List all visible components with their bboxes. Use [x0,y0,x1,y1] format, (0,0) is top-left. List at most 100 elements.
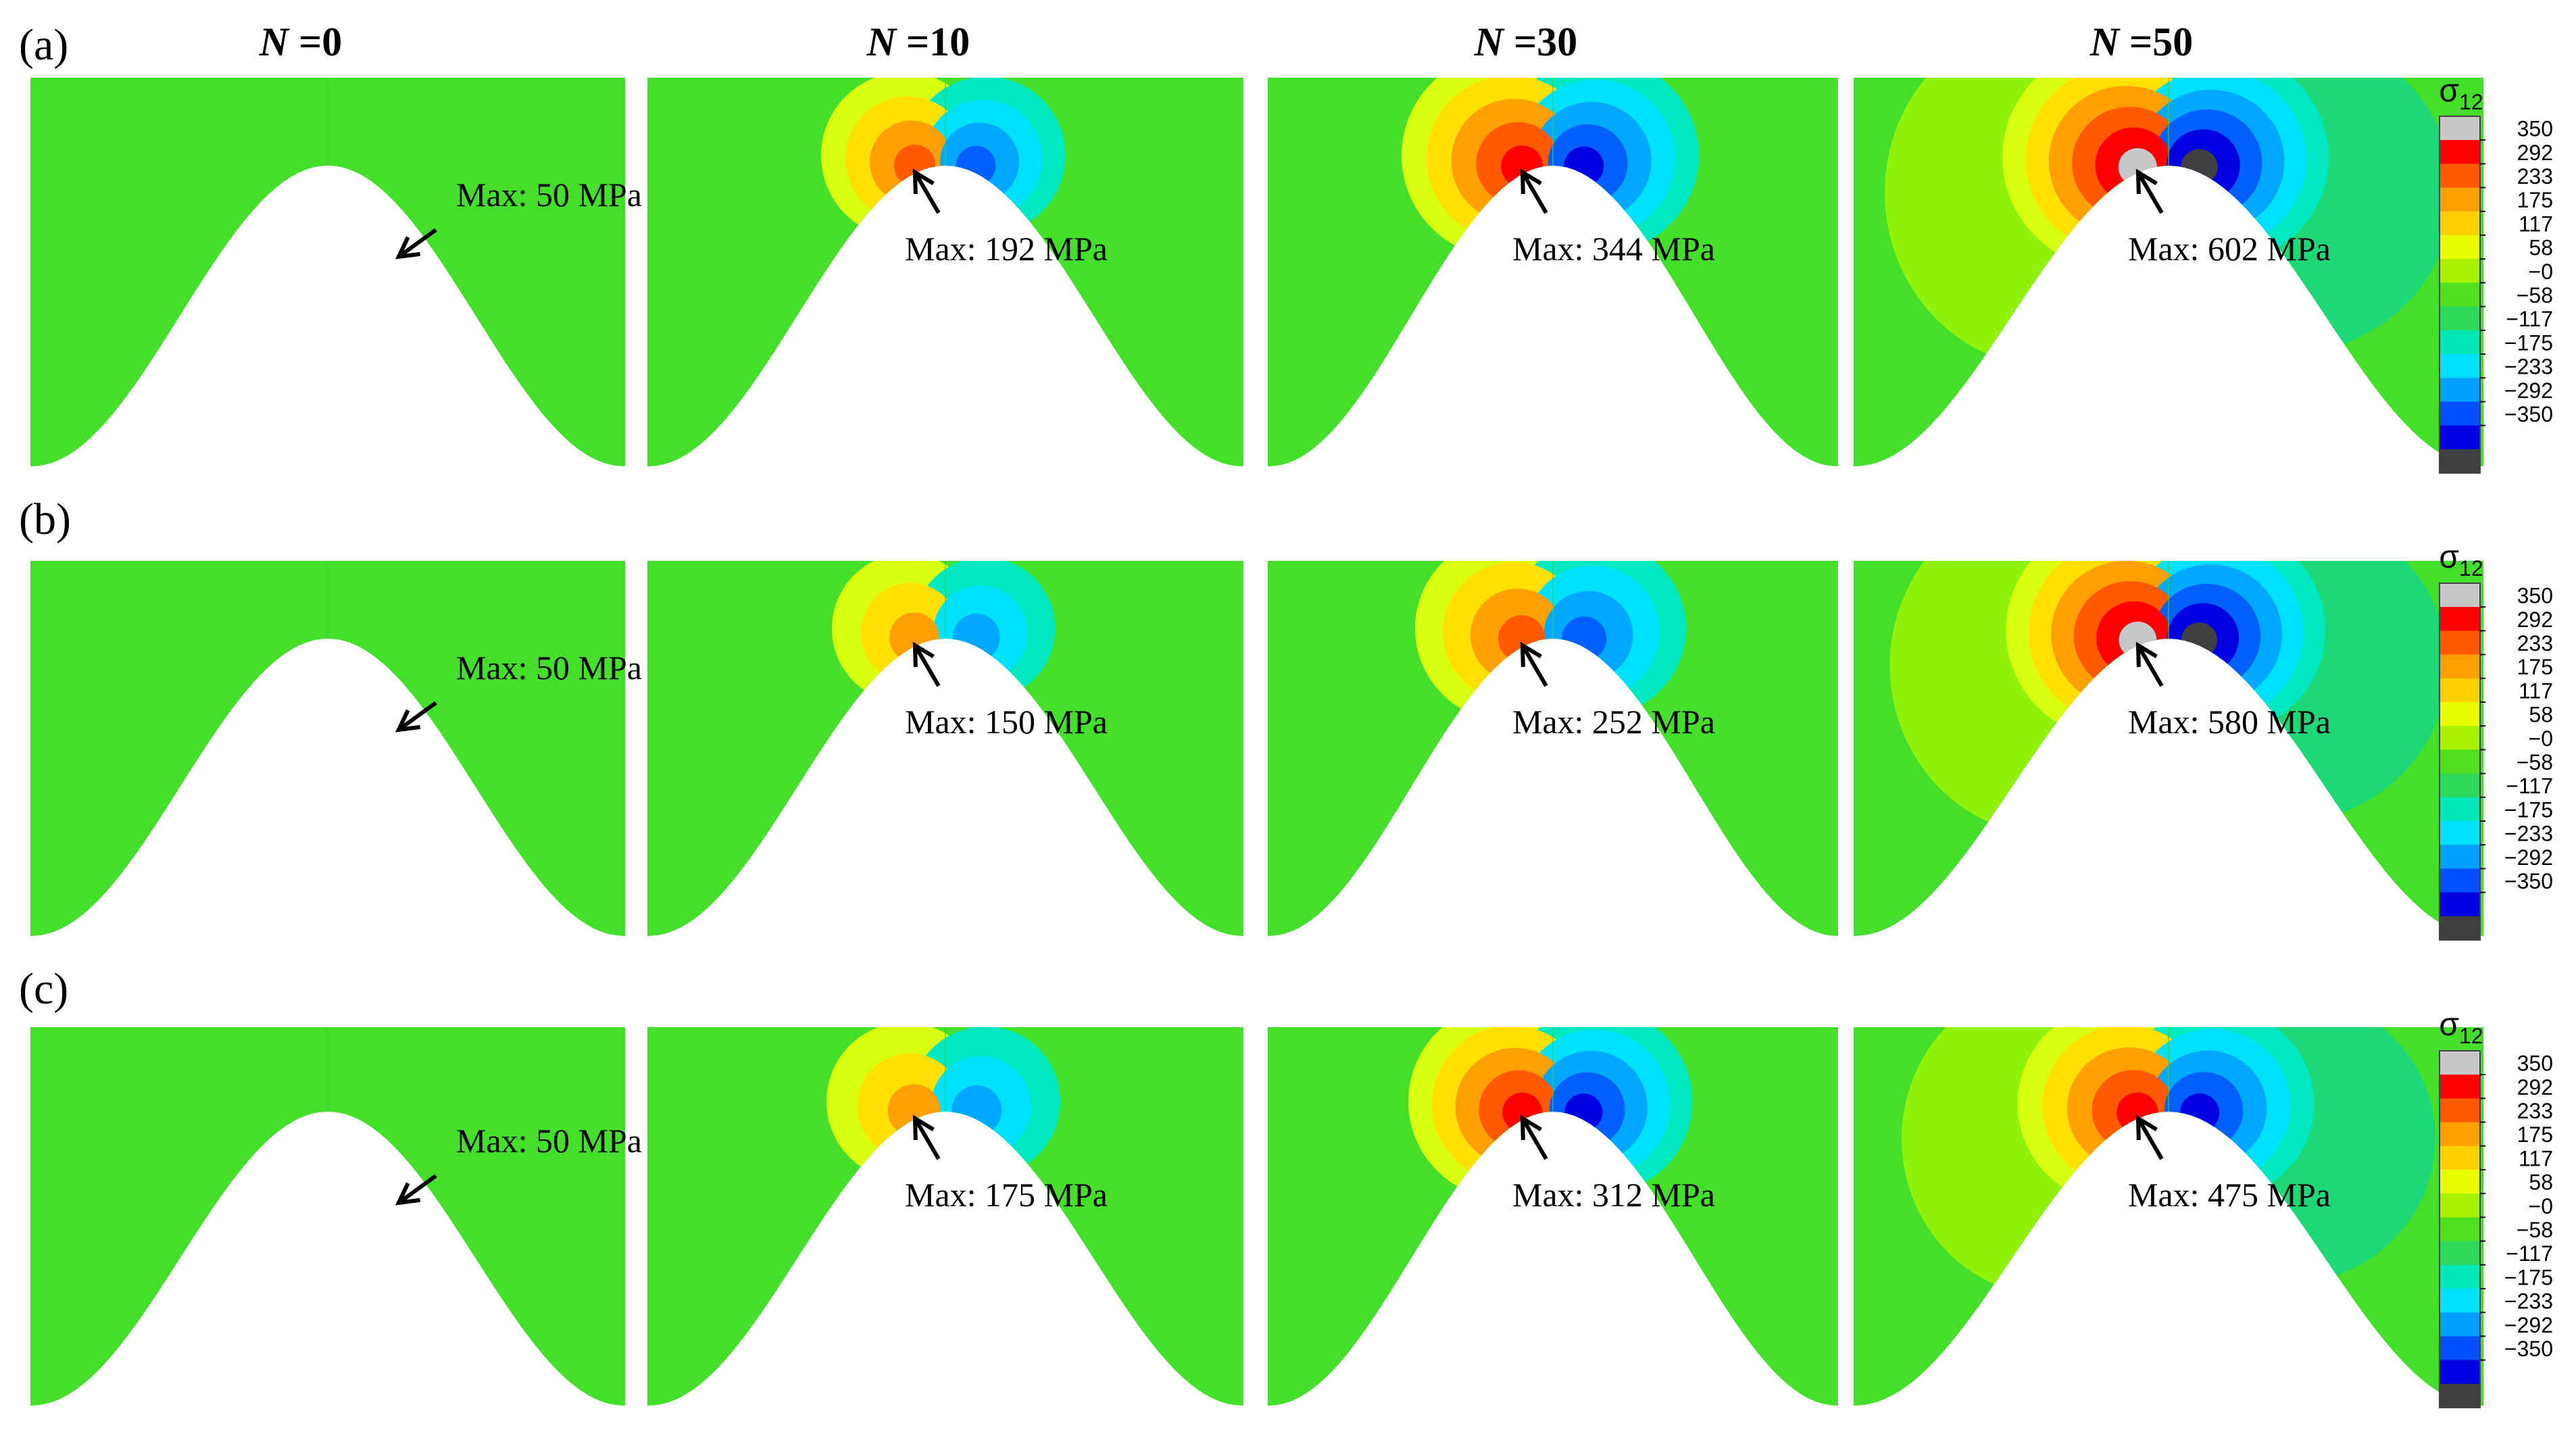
arrow-icon [2136,1117,2164,1160]
colorbar-swatch [2439,845,2480,869]
max-stress-label: Max: 50 MPa [456,1122,642,1160]
arrowhead-icon [395,236,421,259]
colorbar-swatch [2439,868,2480,893]
negative-contour [2181,622,2218,658]
colorbar-tick-label: 292 [2517,141,2553,165]
colorbar-title: σ12 [2439,1007,2483,1048]
colorbar-tick-label: −233 [2504,355,2553,379]
row-label: (c) [19,964,68,1014]
arrow-icon [913,1117,941,1160]
contour-panels [30,78,2483,1406]
arrowhead-icon [2135,168,2158,195]
colorbar-swatch [2439,1312,2480,1337]
colorbar-tick-label: 58 [2529,1170,2553,1195]
colorbar-swatch [2439,1217,2480,1242]
colorbar: σ12 35029223317511758−0−58−117−175−233−29… [2439,1007,2553,1408]
colorbar-swatch [2439,773,2480,798]
arrowhead-icon [395,709,421,733]
contour-panel [30,561,625,936]
colorbar-swatch [2439,1289,2480,1313]
colorbar-tick-label: −350 [2504,869,2553,893]
max-stress-label: Max: 344 MPa [1512,230,1715,268]
max-stress-label: Max: 475 MPa [2128,1176,2331,1214]
contour-panel [647,1027,1243,1406]
arrow-icon [397,701,437,732]
colorbar-swatch [2439,892,2480,917]
colorbar-tick-label: 233 [2517,631,2553,655]
contour-panel [30,78,625,466]
colorbar-tick-label: −117 [2506,1241,2553,1266]
colorbar-swatch [2439,1383,2480,1408]
colorbar-swatch [2439,916,2480,941]
row-label: (a) [19,20,68,70]
max-stress-label: Max: 312 MPa [1512,1176,1715,1214]
negative-contour [2181,149,2218,185]
colorbar-swatch [2439,797,2480,822]
arrow-icon [913,171,941,214]
arrowhead-icon [1520,168,1542,195]
colorbar-tick-label: −350 [2504,402,2553,426]
arrowhead-icon [395,1182,421,1206]
colorbar-swatch [2439,282,2480,307]
max-stress-label: Max: 580 MPa [2128,703,2331,741]
contour-panel [30,1027,625,1406]
colorbar-swatch [2439,1170,2480,1194]
colorbar-swatch [2439,1145,2480,1170]
colorbar-title: σ12 [2439,539,2483,580]
colorbar-tick-label: −117 [2506,774,2553,798]
row-labels: (a) (b) (c) [19,20,71,1014]
colorbar-tick-label: 175 [2517,188,2553,212]
arrow-icon [397,228,437,259]
negative-contour [1564,1093,1603,1131]
arrow-icon [1520,1117,1548,1160]
colorbar-tick-label: 350 [2517,117,2553,141]
arrow-icon [1520,171,1548,214]
colorbar-swatch [2439,211,2480,236]
max-stress-label: Max: 50 MPa [456,176,642,214]
colorbar-swatch [2439,749,2480,774]
colorbar-swatch [2439,449,2480,474]
colorbar-tick-label: 292 [2517,608,2553,632]
colorbar-tick-label: −350 [2504,1337,2553,1361]
colorbar-swatch [2439,821,2480,845]
colorbar-tick-label: 175 [2517,655,2553,679]
colorbar-tick-label: 233 [2517,1099,2553,1123]
column-header: N =50 [2089,20,2194,64]
colorbar: σ12 35029223317511758−0−58−117−175−233−29… [2439,539,2553,941]
arrowhead-icon [912,641,935,668]
arrow-icon [913,644,941,687]
colorbar-swatch [2439,1051,2480,1075]
max-stress-label: Max: 150 MPa [905,703,1108,741]
colorbar-tick-label: −58 [2517,283,2553,307]
colorbar-swatch [2439,187,2480,212]
contour-panel [647,561,1243,936]
colorbar-swatch [2439,1360,2480,1385]
colorbar-swatch [2439,583,2480,608]
arrow-icon [2136,171,2164,214]
colorbars: σ1235029223317511758−0−58−117−175−233−29… [2439,73,2553,1408]
max-stress-label: Max: 602 MPa [2128,230,2331,268]
colorbar-swatch [2439,1122,2480,1147]
max-stress-label: Max: 192 MPa [905,230,1108,268]
colorbar-tick-label: −0 [2529,1194,2553,1218]
colorbar-tick-label: 233 [2517,164,2553,189]
colorbar-tick-label: 292 [2517,1075,2553,1099]
colorbar-tick-label: −117 [2506,307,2553,331]
colorbar-tick-label: −175 [2504,797,2553,822]
colorbar-swatch [2439,378,2480,402]
colorbar-tick-label: 117 [2519,212,2553,236]
negative-contour [951,1085,1002,1136]
column-header: N =10 [866,20,970,64]
annotations: Max: 50 MPa Max: 192 MPa Max: 344 MPa Max: … [395,168,2331,1214]
colorbar-tick-label: 350 [2517,1051,2553,1076]
max-stress-label: Max: 175 MPa [905,1176,1108,1214]
colorbar-tick-label: −292 [2504,845,2553,870]
colorbar-swatch [2439,116,2480,141]
colorbar-tick-label: 117 [2519,678,2553,703]
colorbar-tick-label: −0 [2529,259,2553,284]
arrowhead-icon [2135,1114,2158,1141]
arrowhead-icon [1520,641,1542,668]
colorbar-swatch [2439,678,2480,703]
colorbar-swatch [2439,164,2480,189]
colorbar-swatch [2439,654,2480,679]
